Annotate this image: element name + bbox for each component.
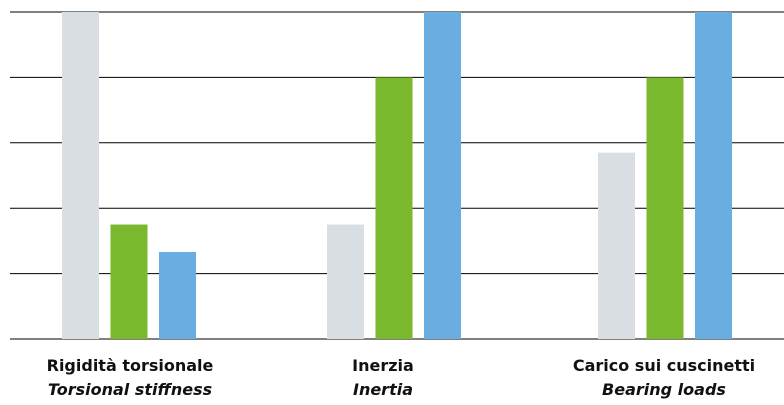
category-label-1-line1: Inerzia <box>352 356 414 375</box>
category-label-2-line1: Carico sui cuscinetti <box>573 356 755 375</box>
bar-0-series-0 <box>62 12 99 339</box>
bars <box>62 12 732 340</box>
bar-0-series-1 <box>110 224 148 339</box>
category-label-0-line2: Torsional stiffness <box>48 380 212 399</box>
category-label-group-2: Carico sui cuscinetti Bearing loads <box>573 356 755 399</box>
category-label-group-1: Inerzia Inertia <box>352 356 414 399</box>
bar-0-series-2 <box>159 252 196 339</box>
bar-1-series-1 <box>375 77 413 340</box>
bar-1-series-2 <box>424 12 461 339</box>
bar-2-series-2 <box>695 12 732 339</box>
category-label-0-line1: Rigidità torsionale <box>47 356 214 375</box>
bar-2-series-0 <box>598 152 635 339</box>
category-label-1-line2: Inertia <box>353 380 413 399</box>
bar-2-series-1 <box>646 77 684 340</box>
category-label-group-0: Rigidità torsionale Torsional stiffness <box>47 356 214 399</box>
category-label-2-line2: Bearing loads <box>602 380 726 399</box>
bar-1-series-0 <box>327 224 364 339</box>
